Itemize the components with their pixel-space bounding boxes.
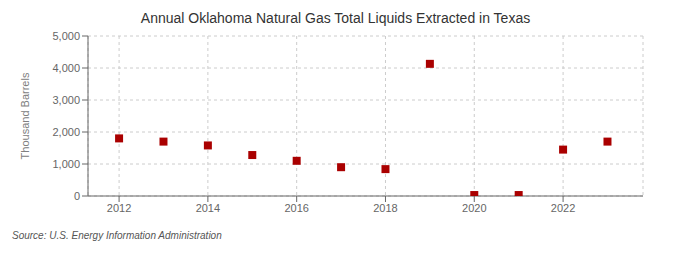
svg-text:2012: 2012: [107, 202, 131, 214]
svg-text:2014: 2014: [196, 202, 220, 214]
svg-text:1,000: 1,000: [52, 158, 80, 170]
svg-text:5,000: 5,000: [52, 30, 80, 42]
svg-text:2016: 2016: [284, 202, 308, 214]
svg-text:3,000: 3,000: [52, 94, 80, 106]
svg-text:Thousand Barrels: Thousand Barrels: [19, 72, 31, 159]
svg-text:4,000: 4,000: [52, 62, 80, 74]
svg-text:2018: 2018: [373, 202, 397, 214]
svg-text:2,000: 2,000: [52, 126, 80, 138]
svg-text:2022: 2022: [551, 202, 575, 214]
svg-text:2020: 2020: [462, 202, 486, 214]
svg-text:0: 0: [74, 190, 80, 202]
html-text:Source: U.S. Energy Informatio: Source: U.S. Energy Information Administ…: [12, 230, 222, 241]
html-text:Annual Oklahoma Natural Gas To: Annual Oklahoma Natural Gas Total Liquid…: [140, 10, 531, 26]
